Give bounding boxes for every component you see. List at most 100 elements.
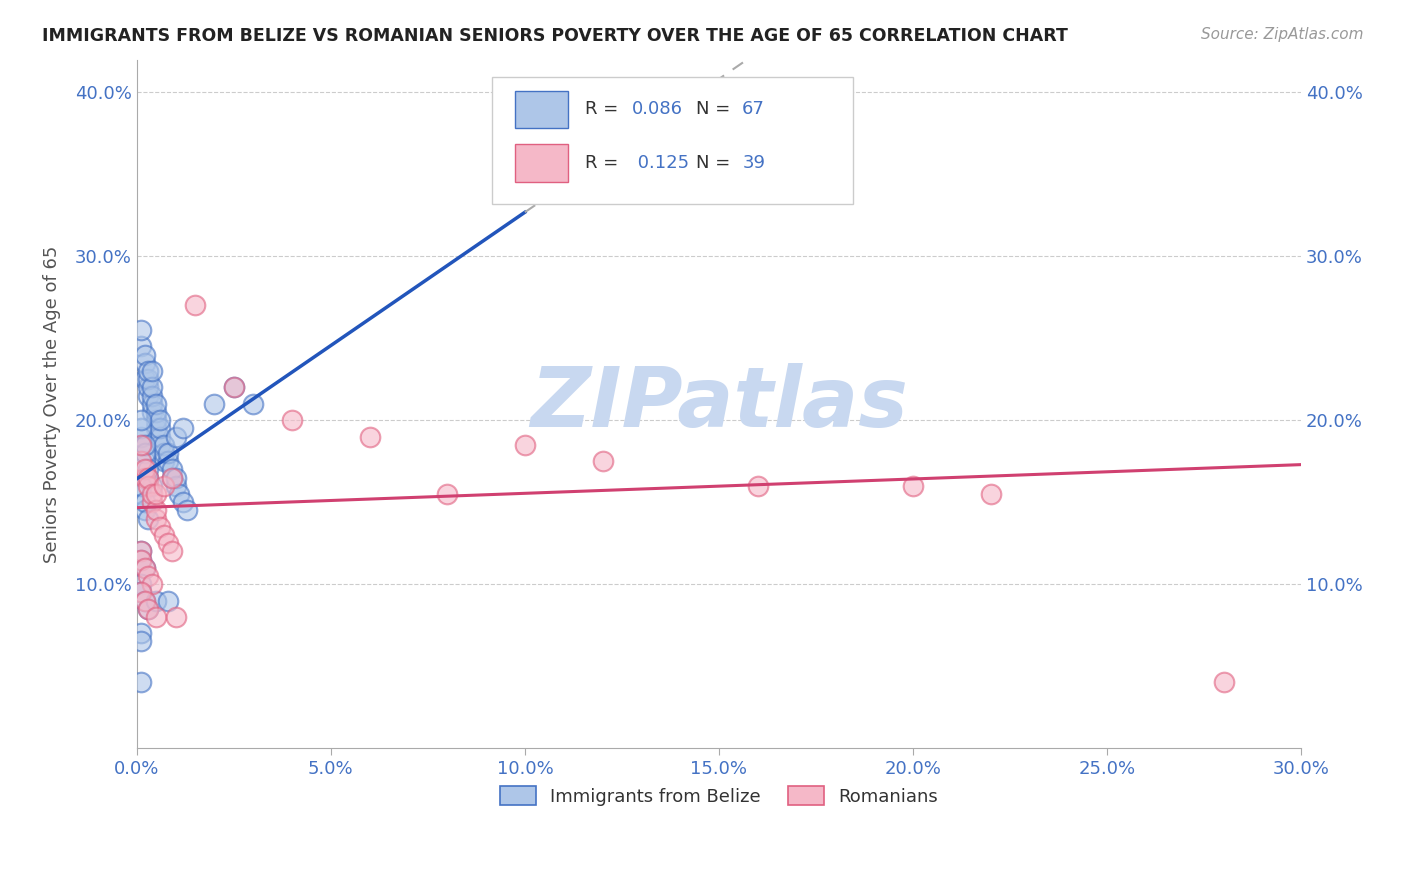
Point — [156, 454, 179, 468]
Point — [747, 479, 769, 493]
Point — [153, 454, 176, 468]
Point — [165, 610, 187, 624]
Point — [141, 389, 163, 403]
Point — [176, 503, 198, 517]
Point — [138, 462, 160, 476]
Point — [134, 560, 156, 574]
Point — [129, 626, 152, 640]
Point — [222, 380, 245, 394]
Point — [145, 413, 167, 427]
Point — [129, 438, 152, 452]
Point — [129, 421, 152, 435]
Point — [138, 479, 160, 493]
Point — [156, 536, 179, 550]
Point — [145, 511, 167, 525]
Point — [129, 487, 152, 501]
Point — [242, 397, 264, 411]
Text: 67: 67 — [742, 100, 765, 118]
Point — [156, 593, 179, 607]
Point — [134, 356, 156, 370]
Text: 0.125: 0.125 — [631, 153, 689, 172]
Point — [134, 348, 156, 362]
Point — [134, 446, 156, 460]
Point — [141, 364, 163, 378]
Point — [129, 544, 152, 558]
Text: R =: R = — [585, 100, 619, 118]
Point — [129, 544, 152, 558]
Point — [156, 446, 179, 460]
Point — [141, 380, 163, 394]
Point — [669, 143, 692, 157]
Point — [513, 438, 536, 452]
Point — [134, 560, 156, 574]
Text: Source: ZipAtlas.com: Source: ZipAtlas.com — [1201, 27, 1364, 42]
Point — [138, 511, 160, 525]
Point — [141, 397, 163, 411]
Point — [145, 421, 167, 435]
Point — [592, 454, 614, 468]
Point — [138, 601, 160, 615]
Text: IMMIGRANTS FROM BELIZE VS ROMANIAN SENIORS POVERTY OVER THE AGE OF 65 CORRELATIO: IMMIGRANTS FROM BELIZE VS ROMANIAN SENIO… — [42, 27, 1069, 45]
Point — [134, 593, 156, 607]
Point — [134, 454, 156, 468]
Point — [222, 380, 245, 394]
Y-axis label: Seniors Poverty Over the Age of 65: Seniors Poverty Over the Age of 65 — [44, 245, 60, 563]
Text: R =: R = — [585, 153, 619, 172]
Point — [1212, 675, 1234, 690]
Point — [153, 479, 176, 493]
Point — [980, 487, 1002, 501]
Point — [436, 487, 458, 501]
Point — [138, 569, 160, 583]
Point — [145, 405, 167, 419]
Point — [169, 487, 191, 501]
Point — [901, 479, 924, 493]
Point — [149, 421, 172, 435]
Point — [138, 372, 160, 386]
Point — [153, 528, 176, 542]
Point — [359, 429, 381, 443]
Point — [141, 479, 163, 493]
Point — [165, 470, 187, 484]
Text: ZIPatlas: ZIPatlas — [530, 363, 908, 444]
Point — [149, 438, 172, 452]
Point — [160, 544, 183, 558]
Point — [149, 413, 172, 427]
FancyBboxPatch shape — [515, 145, 568, 182]
Point — [138, 364, 160, 378]
Point — [138, 470, 160, 484]
Point — [149, 429, 172, 443]
Point — [145, 610, 167, 624]
Point — [138, 389, 160, 403]
Point — [129, 454, 152, 468]
Point — [129, 577, 152, 591]
Point — [129, 585, 152, 599]
Point — [134, 593, 156, 607]
Point — [145, 487, 167, 501]
Point — [129, 438, 152, 452]
Point — [160, 462, 183, 476]
Point — [172, 495, 194, 509]
Point — [129, 429, 152, 443]
Point — [160, 470, 183, 484]
Point — [134, 495, 156, 509]
Legend: Immigrants from Belize, Romanians: Immigrants from Belize, Romanians — [491, 777, 948, 814]
Point — [172, 421, 194, 435]
Point — [134, 438, 156, 452]
Point — [129, 479, 152, 493]
Point — [129, 675, 152, 690]
Point — [145, 503, 167, 517]
Point — [141, 487, 163, 501]
Point — [153, 438, 176, 452]
Point — [129, 323, 152, 337]
Text: N =: N = — [696, 100, 730, 118]
Point — [129, 413, 152, 427]
Point — [153, 446, 176, 460]
Point — [202, 397, 225, 411]
Point — [134, 372, 156, 386]
Point — [129, 552, 152, 566]
Text: 0.086: 0.086 — [631, 100, 683, 118]
Point — [141, 495, 163, 509]
Point — [134, 462, 156, 476]
Point — [160, 470, 183, 484]
Point — [145, 397, 167, 411]
